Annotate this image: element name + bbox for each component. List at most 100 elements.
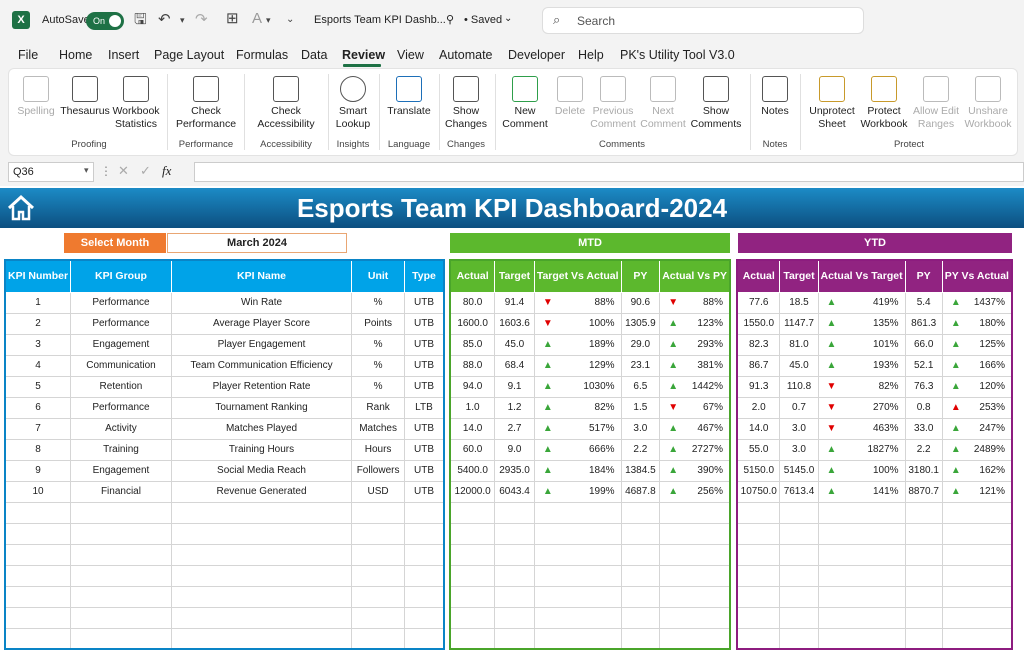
smart-lookup-button[interactable]: Smart Lookup (332, 76, 374, 131)
mtd-value-cell[interactable]: 2.2 (620, 438, 661, 461)
kpi-type-cell[interactable]: UTB (403, 480, 445, 503)
ytd-value-cell[interactable]: 7613.4 (779, 480, 819, 503)
empty-cell[interactable] (403, 606, 445, 629)
empty-cell[interactable] (941, 522, 1013, 545)
empty-cell[interactable] (779, 627, 819, 650)
empty-cell[interactable] (941, 585, 1013, 608)
new-comment-button[interactable]: New Comment (500, 76, 550, 131)
menu-help[interactable]: Help (578, 48, 604, 62)
previous-comment-button[interactable]: Previous Comment (588, 76, 638, 131)
empty-cell[interactable] (70, 585, 172, 608)
kpi-name-cell[interactable]: Player Retention Rate (170, 375, 353, 398)
menu-utility-tool[interactable]: PK's Utility Tool V3.0 (620, 48, 735, 62)
mtd-target-vs-actual-cell[interactable]: ▲ 129% (533, 354, 622, 377)
check-accessibility-button[interactable]: Check Accessibility (248, 76, 324, 131)
empty-cell[interactable] (620, 564, 661, 587)
empty-cell[interactable] (817, 501, 906, 524)
mtd-target-vs-actual-cell[interactable]: ▼ 88% (533, 291, 622, 314)
empty-cell[interactable] (817, 522, 906, 545)
saved-status[interactable]: • Saved (464, 14, 503, 26)
empty-cell[interactable] (620, 585, 661, 608)
empty-cell[interactable] (904, 585, 943, 608)
kpi-unit-cell[interactable]: % (351, 333, 405, 356)
mtd-value-cell[interactable]: 4687.8 (620, 480, 661, 503)
menu-formulas[interactable]: Formulas (236, 48, 289, 62)
more-options-icon[interactable]: ⋮ (100, 164, 112, 178)
ytd-value-cell[interactable]: 3.0 (779, 438, 819, 461)
ytd-actual-vs-target-cell[interactable]: ▼ 270% (817, 396, 906, 419)
kpi-name-cell[interactable]: Average Player Score (170, 312, 353, 335)
kpi-unit-cell[interactable]: Rank (351, 396, 405, 419)
ytd-py-vs-actual-cell[interactable]: ▲ 1437% (941, 291, 1013, 314)
customize-toolbar-icon[interactable]: ⌄ (286, 14, 295, 25)
empty-cell[interactable] (170, 585, 353, 608)
empty-cell[interactable] (4, 606, 72, 629)
empty-cell[interactable] (351, 627, 405, 650)
ytd-value-cell[interactable]: 14.0 (736, 417, 781, 440)
mtd-value-cell[interactable]: 14.0 (449, 417, 496, 440)
empty-cell[interactable] (494, 606, 535, 629)
kpi-unit-cell[interactable]: % (351, 291, 405, 314)
empty-cell[interactable] (4, 522, 72, 545)
search-box[interactable]: ⌕ Search (542, 7, 864, 34)
empty-cell[interactable] (817, 627, 906, 650)
notes-button[interactable]: Notes (756, 76, 794, 118)
empty-cell[interactable] (4, 585, 72, 608)
kpi-name-cell[interactable]: Team Communication Efficiency (170, 354, 353, 377)
kpi-group-cell[interactable]: Performance (70, 312, 172, 335)
undo-dropdown-icon[interactable]: ▾ (180, 15, 185, 25)
empty-cell[interactable] (494, 564, 535, 587)
autosave-toggle[interactable]: On (86, 12, 124, 30)
empty-cell[interactable] (4, 501, 72, 524)
unprotect-sheet-button[interactable]: Unprotect Sheet (804, 76, 860, 131)
mtd-target-vs-actual-cell[interactable]: ▲ 199% (533, 480, 622, 503)
empty-cell[interactable] (449, 564, 496, 587)
empty-cell[interactable] (170, 564, 353, 587)
empty-cell[interactable] (533, 543, 622, 566)
ytd-value-cell[interactable]: 10750.0 (736, 480, 781, 503)
ytd-value-cell[interactable]: 66.0 (904, 333, 943, 356)
kpi-group-cell[interactable]: Financial (70, 480, 172, 503)
ytd-value-cell[interactable]: 45.0 (779, 354, 819, 377)
kpi-num-cell[interactable]: 2 (4, 312, 72, 335)
mtd-value-cell[interactable]: 85.0 (449, 333, 496, 356)
ytd-py-vs-actual-cell[interactable]: ▲ 247% (941, 417, 1013, 440)
kpi-type-cell[interactable]: UTB (403, 333, 445, 356)
kpi-unit-cell[interactable]: % (351, 354, 405, 377)
menu-view[interactable]: View (397, 48, 424, 62)
empty-cell[interactable] (659, 606, 731, 629)
empty-cell[interactable] (736, 606, 781, 629)
empty-cell[interactable] (779, 522, 819, 545)
kpi-name-cell[interactable]: Matches Played (170, 417, 353, 440)
empty-cell[interactable] (659, 585, 731, 608)
borders-icon[interactable]: ⊞ (226, 10, 239, 27)
ytd-value-cell[interactable]: 91.3 (736, 375, 781, 398)
kpi-group-cell[interactable]: Training (70, 438, 172, 461)
mtd-value-cell[interactable]: 12000.0 (449, 480, 496, 503)
empty-cell[interactable] (351, 522, 405, 545)
ytd-actual-vs-target-cell[interactable]: ▲ 100% (817, 459, 906, 482)
mtd-value-cell[interactable]: 6.5 (620, 375, 661, 398)
empty-cell[interactable] (533, 522, 622, 545)
mtd-value-cell[interactable]: 91.4 (494, 291, 535, 314)
empty-cell[interactable] (659, 543, 731, 566)
empty-cell[interactable] (403, 522, 445, 545)
kpi-group-cell[interactable]: Communication (70, 354, 172, 377)
empty-cell[interactable] (620, 627, 661, 650)
ytd-actual-vs-target-cell[interactable]: ▲ 1827% (817, 438, 906, 461)
ytd-py-vs-actual-cell[interactable]: ▲ 166% (941, 354, 1013, 377)
empty-cell[interactable] (620, 501, 661, 524)
empty-cell[interactable] (70, 606, 172, 629)
empty-cell[interactable] (659, 564, 731, 587)
ytd-actual-vs-target-cell[interactable]: ▲ 419% (817, 291, 906, 314)
empty-cell[interactable] (70, 543, 172, 566)
empty-cell[interactable] (170, 606, 353, 629)
empty-cell[interactable] (533, 564, 622, 587)
empty-cell[interactable] (351, 606, 405, 629)
mtd-target-vs-actual-cell[interactable]: ▲ 517% (533, 417, 622, 440)
redo-icon[interactable]: ↷ (195, 11, 208, 28)
empty-cell[interactable] (403, 543, 445, 566)
mtd-target-vs-actual-cell[interactable]: ▲ 1030% (533, 375, 622, 398)
ytd-value-cell[interactable]: 5145.0 (779, 459, 819, 482)
empty-cell[interactable] (449, 543, 496, 566)
